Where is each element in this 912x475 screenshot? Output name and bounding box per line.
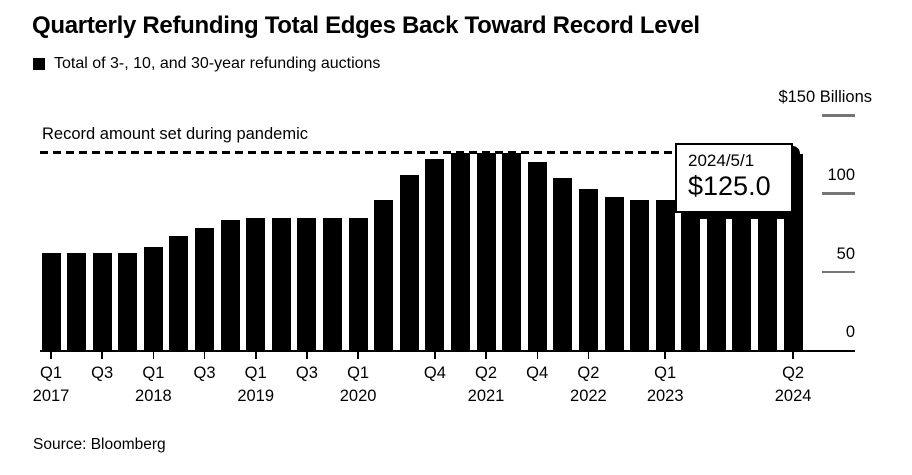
bar-q3-2022[interactable]	[604, 196, 624, 350]
x-tick	[664, 352, 666, 359]
bar-q1-2017[interactable]	[41, 252, 61, 350]
bar-q3-2017[interactable]	[92, 252, 112, 350]
x-tick-label: Q1	[244, 364, 267, 382]
bar-q2-2019[interactable]	[271, 218, 291, 350]
bar-q4-2021[interactable]	[527, 162, 547, 350]
bar-q4-2018[interactable]	[220, 220, 240, 350]
bar-q2-2021[interactable]	[476, 152, 496, 350]
record-dashed-line	[40, 150, 793, 154]
x-year-label: 2019	[237, 387, 275, 405]
tooltip-date: 2024/5/1	[688, 151, 755, 170]
tooltip: 2024/5/1 $125.0	[675, 143, 793, 213]
x-tick-label: Q1	[39, 364, 62, 382]
legend-swatch-icon	[33, 58, 45, 70]
chart-title: Quarterly Refunding Total Edges Back Tow…	[32, 12, 700, 39]
bar-q2-2017[interactable]	[67, 252, 87, 350]
bar-q2-2023[interactable]	[681, 199, 701, 350]
bar-q1-2020[interactable]	[348, 218, 368, 350]
bar-q4-2020[interactable]	[425, 158, 445, 350]
x-tick	[434, 352, 436, 359]
x-tick	[306, 352, 308, 359]
bar-q4-2023[interactable]	[732, 174, 752, 350]
x-tick-label: Q3	[91, 364, 114, 382]
record-line-label: Record amount set during pandemic	[42, 125, 308, 143]
x-tick-label: Q1	[142, 364, 165, 382]
x-tick-label: Q1	[347, 364, 370, 382]
bar-q1-2018[interactable]	[143, 246, 163, 350]
y-tick-label: 100	[827, 166, 855, 185]
bar-q1-2021[interactable]	[450, 152, 470, 350]
x-year-label: 2023	[646, 387, 684, 405]
bar-q3-2020[interactable]	[399, 174, 419, 350]
x-tick	[792, 352, 794, 359]
bar-q2-2020[interactable]	[374, 199, 394, 350]
x-year-label: 2017	[32, 387, 70, 405]
x-year-label: 2018	[135, 387, 172, 405]
x-tick-label: Q3	[295, 364, 318, 382]
x-tick-label: Q4	[526, 364, 549, 382]
y-tick	[822, 270, 855, 274]
bar-q4-2019[interactable]	[323, 218, 342, 350]
x-tick-label: Q2	[474, 364, 497, 382]
x-tick	[357, 352, 359, 359]
x-year-label: 2021	[467, 387, 505, 405]
x-tick	[152, 352, 155, 359]
x-tick	[101, 352, 103, 359]
x-year-label: 2020	[339, 387, 377, 405]
bar-q1-2022[interactable]	[553, 177, 573, 350]
bar-q2-2018[interactable]	[169, 235, 189, 350]
x-tick	[255, 352, 257, 359]
x-tick-label: Q1	[654, 364, 677, 382]
y-tick-label: 0	[845, 323, 855, 341]
legend-label: Total of 3-, 10, and 30-year refunding a…	[54, 55, 381, 72]
legend: Total of 3-, 10, and 30-year refunding a…	[33, 55, 380, 73]
bar-q4-2022[interactable]	[630, 199, 650, 350]
x-tick-label: Q4	[423, 364, 446, 382]
bar-q2-2022[interactable]	[578, 188, 598, 350]
y-tick	[822, 192, 855, 195]
x-tick-label: Q3	[193, 364, 216, 382]
bar-q3-2023[interactable]	[706, 188, 726, 350]
bar-q3-2018[interactable]	[195, 227, 214, 350]
tooltip-value: $125.0	[688, 171, 771, 202]
x-year-label: 2022	[570, 387, 607, 405]
x-tick-label: Q2	[577, 364, 600, 382]
bar-q3-2019[interactable]	[297, 218, 317, 350]
x-tick	[203, 352, 206, 359]
x-tick	[587, 352, 590, 359]
source-note: Source: Bloomberg	[33, 436, 166, 453]
x-year-label: 2024	[774, 387, 812, 405]
bar-q1-2019[interactable]	[246, 218, 266, 350]
y-tick	[822, 114, 855, 117]
bar-q4-2017[interactable]	[118, 252, 138, 350]
x-tick	[485, 352, 487, 359]
x-axis-line	[40, 350, 855, 352]
y-tick-label: 50	[836, 244, 855, 263]
x-tick	[50, 352, 52, 359]
bar-q1-2023[interactable]	[655, 199, 675, 350]
x-tick-label: Q2	[782, 364, 805, 382]
x-tick	[536, 352, 538, 359]
y-tick-label: $150 Billions	[778, 88, 872, 106]
bar-q3-2021[interactable]	[502, 152, 522, 350]
